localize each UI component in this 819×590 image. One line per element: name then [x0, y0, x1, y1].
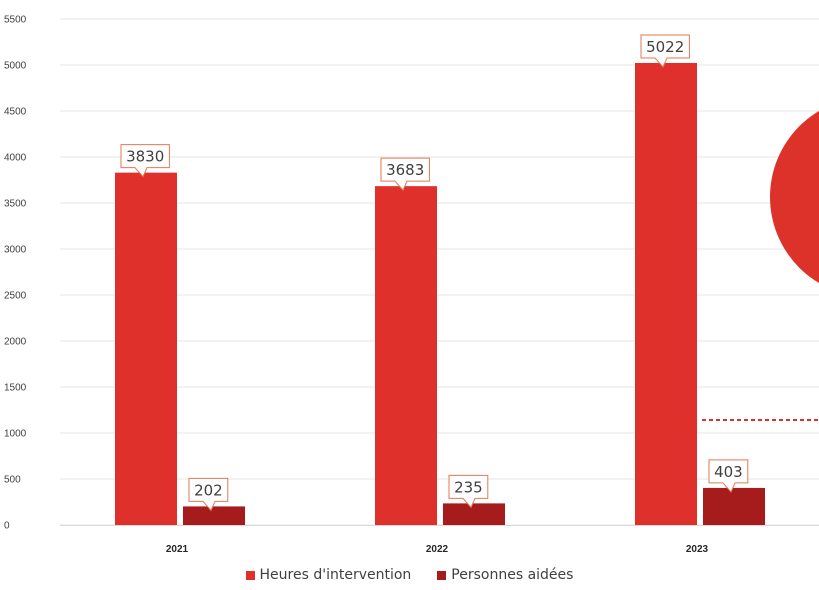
y-tick-label-1000: 1000: [4, 429, 27, 440]
data-label-box: [188, 477, 229, 512]
data-label-box: [640, 34, 690, 68]
data-label-text: 235: [454, 478, 483, 496]
y-tick-label-0: 0: [4, 521, 10, 532]
data-label-box: [708, 459, 749, 493]
y-tick-label-3500: 3500: [4, 199, 27, 210]
x-tick-label-2021: 2021: [166, 544, 189, 555]
data-label-box: [120, 144, 170, 178]
data-label-box: [448, 474, 489, 509]
bar-heures-2021: [115, 172, 177, 525]
y-tick-label-500: 500: [4, 475, 21, 486]
data-label-text: 3683: [386, 161, 424, 179]
data-label-box: [380, 157, 430, 192]
bars: [115, 62, 765, 525]
legend-item-heures: Heures d'intervention: [245, 567, 412, 583]
data-label-personnes-2022: 235: [448, 474, 489, 509]
data-label-personnes-2021: 202: [188, 477, 229, 512]
data-label-heures-2021: 3830: [120, 144, 170, 178]
data-label-heures-2022: 3683: [380, 157, 430, 192]
data-label-personnes-2023: 403: [708, 459, 749, 493]
decoration: [702, 111, 819, 421]
data-labels: 3830 202 3683 235 5022 403: [120, 34, 749, 512]
y-tick-label-4500: 4500: [4, 107, 27, 118]
y-tick-label-4000: 4000: [4, 153, 27, 164]
data-label-text: 3830: [126, 148, 164, 166]
legend-swatch-heures: [245, 570, 255, 580]
legend-item-personnes: Personnes aidées: [437, 567, 573, 583]
data-label-text: 403: [714, 463, 743, 481]
legend: Heures d'intervention Personnes aidées: [0, 567, 819, 583]
legend-label-heures: Heures d'intervention: [259, 567, 412, 583]
bar-heures-2023: [635, 62, 697, 525]
data-label-text: 202: [194, 481, 223, 499]
bar-personnes-2022: [443, 503, 505, 525]
legend-label-personnes: Personnes aidées: [451, 567, 574, 583]
data-label-heures-2023: 5022: [640, 34, 690, 68]
x-tick-label-2022: 2022: [426, 544, 449, 555]
y-tick-label-1500: 1500: [4, 383, 27, 394]
x-axis: 2021 2022 2023: [60, 525, 819, 555]
decorative-circle: [770, 111, 819, 283]
legend-swatch-personnes: [437, 570, 447, 580]
bar-heures-2022: [375, 186, 437, 525]
y-tick-label-5500: 5500: [4, 15, 27, 26]
y-tick-label-3000: 3000: [4, 245, 27, 256]
bar-personnes-2021: [183, 506, 245, 525]
y-tick-label-2500: 2500: [4, 291, 27, 302]
data-label-text: 5022: [646, 38, 684, 56]
y-tick-label-2000: 2000: [4, 337, 27, 348]
y-tick-label-5000: 5000: [4, 61, 27, 72]
y-axis: 0 500 1000 1500 2000 2500 3000 3500 4000 4500 5000…: [4, 15, 27, 532]
x-tick-label-2023: 2023: [686, 544, 709, 555]
bar-personnes-2023: [703, 487, 765, 525]
